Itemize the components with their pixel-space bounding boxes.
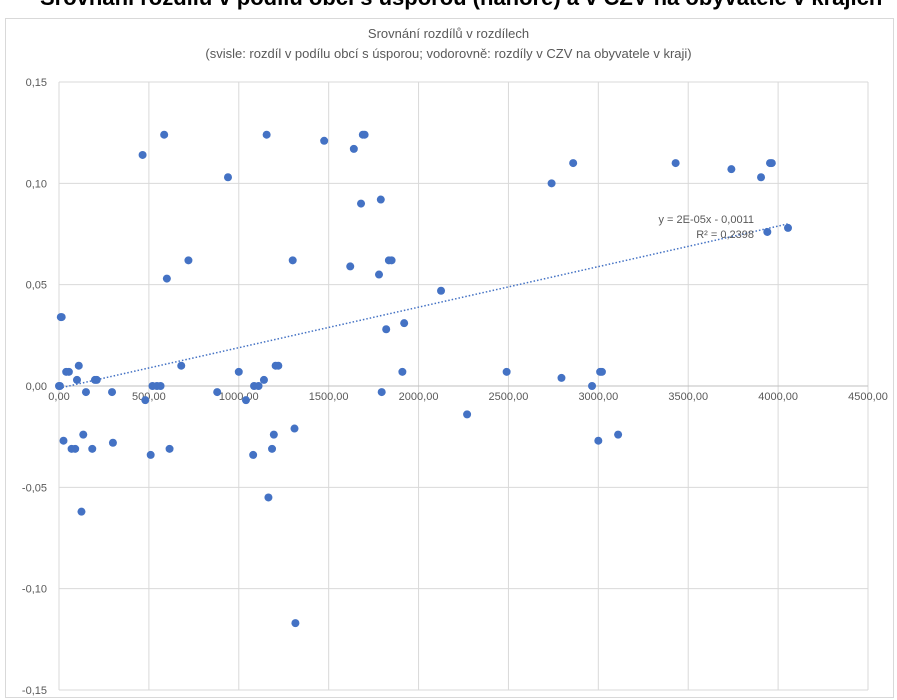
- data-point: [138, 150, 147, 159]
- x-tick-label: 4000,00: [758, 391, 798, 403]
- y-tick-label: -0,15: [22, 685, 47, 697]
- data-point: [81, 388, 90, 397]
- x-tick-label: 3000,00: [578, 391, 618, 403]
- x-tick-label: 1000,00: [219, 391, 259, 403]
- y-tick-label: 0,00: [26, 381, 47, 393]
- data-point: [320, 136, 329, 145]
- y-tick-label: -0,10: [22, 584, 47, 596]
- tick-labels: 0,00 500,00 1000,00 1500,00 2000,00 2500,00 30…: [22, 77, 888, 697]
- x-tick-label: 2500,00: [489, 391, 529, 403]
- data-point: [377, 388, 386, 397]
- data-point: [547, 179, 556, 188]
- data-point: [74, 361, 83, 370]
- data-point: [757, 173, 766, 182]
- data-point: [241, 396, 250, 405]
- data-point: [763, 227, 772, 236]
- x-tick-label: 4500,00: [848, 391, 888, 403]
- cut-off-heading: Srovnání rozdílů v podílu obcí s úsporou…: [0, 0, 897, 22]
- data-point: [783, 223, 792, 232]
- data-point: [597, 367, 606, 376]
- data-point: [55, 382, 64, 390]
- chart-area: [5, 18, 894, 698]
- data-point: [77, 507, 86, 516]
- data-points: [55, 130, 792, 628]
- data-point: [64, 367, 73, 376]
- data-point: [264, 493, 273, 502]
- data-point: [569, 159, 578, 168]
- data-point: [727, 165, 736, 174]
- data-point: [259, 375, 268, 384]
- data-point: [357, 199, 366, 208]
- data-point: [268, 444, 277, 453]
- data-point: [223, 173, 232, 182]
- data-point: [398, 367, 407, 376]
- data-point: [141, 396, 150, 405]
- data-point: [671, 159, 680, 168]
- data-point: [249, 450, 258, 459]
- x-tick-label: 3500,00: [668, 391, 708, 403]
- data-point: [160, 130, 169, 139]
- data-point: [146, 450, 155, 459]
- trendline-r-squared: R² = 0,2398: [696, 229, 754, 241]
- data-point: [400, 319, 409, 328]
- data-point: [234, 367, 243, 376]
- chart-title: Srovnání rozdílů v rozdílech: [367, 26, 530, 41]
- trendline-labels: y = 2E-05x - 0,0011 R² = 0,2398: [659, 214, 755, 241]
- data-point: [557, 373, 566, 382]
- data-point: [92, 375, 101, 384]
- data-point: [614, 430, 623, 439]
- data-point: [254, 382, 263, 390]
- data-point: [349, 144, 358, 153]
- data-point: [108, 388, 117, 397]
- data-point: [387, 256, 396, 265]
- data-point: [269, 430, 278, 439]
- data-point: [360, 130, 369, 139]
- data-point: [88, 444, 97, 453]
- x-tick-label: 1500,00: [309, 391, 349, 403]
- data-point: [290, 424, 299, 433]
- x-tick-label: 2000,00: [399, 391, 439, 403]
- data-point: [594, 436, 603, 445]
- data-point: [291, 619, 300, 628]
- data-point: [262, 130, 271, 139]
- data-point: [274, 361, 283, 370]
- y-tick-label: 0,10: [26, 178, 47, 190]
- data-point: [162, 274, 171, 283]
- data-point: [288, 256, 297, 265]
- trendline-line: [58, 223, 789, 389]
- data-point: [71, 444, 80, 453]
- data-point: [57, 313, 66, 322]
- data-point: [375, 270, 384, 279]
- data-point: [79, 430, 88, 439]
- data-point: [588, 382, 597, 390]
- trendline: [58, 223, 789, 389]
- data-point: [376, 195, 385, 204]
- data-point: [767, 159, 776, 168]
- y-tick-label: -0,05: [22, 482, 47, 494]
- data-point: [177, 361, 186, 370]
- x-tick-label: 0,00: [48, 391, 69, 403]
- data-point: [184, 256, 193, 265]
- data-point: [463, 410, 472, 419]
- data-point: [108, 438, 117, 447]
- data-point: [59, 436, 68, 445]
- data-point: [213, 388, 222, 397]
- data-point: [165, 444, 174, 453]
- data-point: [382, 325, 391, 334]
- data-point: [502, 367, 511, 376]
- data-point: [156, 382, 165, 390]
- data-point: [437, 286, 446, 295]
- chart-subtitle: (svisle: rozdíl v podílu obcí s úsporou;…: [205, 46, 692, 61]
- cut-off-heading-text: Srovnání rozdílů v podílu obcí s úsporou…: [40, 0, 882, 11]
- y-tick-label: 0,15: [26, 77, 47, 89]
- trendline-equation: y = 2E-05x - 0,0011: [659, 214, 755, 226]
- data-point: [346, 262, 355, 271]
- x-tick-label: 500,00: [132, 391, 166, 403]
- data-point: [72, 375, 81, 384]
- y-tick-label: 0,05: [26, 280, 47, 292]
